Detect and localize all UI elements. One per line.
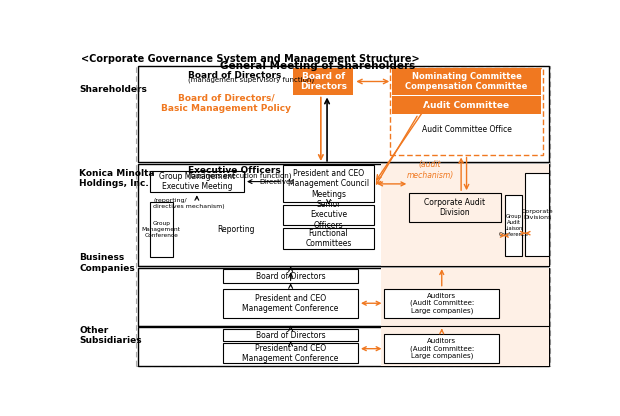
Text: Senior
Executive
Officers: Senior Executive Officers (310, 200, 347, 230)
Bar (149, 202, 173, 257)
Bar (223, 342, 358, 363)
Text: Directives: Directives (260, 178, 294, 185)
Bar (138, 164, 549, 266)
Text: Business
Companies: Business Companies (79, 253, 135, 272)
Text: Group
Management
Conference: Group Management Conference (142, 221, 180, 238)
Text: (reporting/
directives mechanism): (reporting/ directives mechanism) (153, 198, 225, 208)
Bar (392, 68, 541, 94)
Bar (223, 289, 358, 318)
Bar (381, 327, 549, 366)
Bar (392, 96, 541, 114)
Bar (138, 327, 549, 366)
Text: Functional
Committees: Functional Committees (306, 229, 352, 248)
Text: Other
Subsidiaries: Other Subsidiaries (79, 326, 142, 345)
Text: Board of Directors: Board of Directors (256, 331, 326, 340)
Text: General Meeting of Shareholders: General Meeting of Shareholders (220, 62, 415, 72)
Text: President and CEO
Management Conference: President and CEO Management Conference (242, 344, 339, 363)
Text: (management supervisory function): (management supervisory function) (187, 77, 314, 83)
Text: Audit Committee: Audit Committee (423, 101, 510, 110)
Text: Corporate
Divisions: Corporate Divisions (521, 209, 553, 220)
Text: Auditors
(Audit Committee:
Large companies): Auditors (Audit Committee: Large compani… (410, 293, 474, 314)
Text: Group Management
Executive Meeting: Group Management Executive Meeting (159, 172, 235, 191)
Text: (audit
mechanism): (audit mechanism) (407, 160, 454, 180)
Bar (223, 270, 358, 283)
Text: Board of Directors/
Basic Management Policy: Board of Directors/ Basic Management Pol… (161, 93, 291, 113)
Bar (293, 68, 353, 94)
Text: Group
Audit
Liaison
Conference: Group Audit Liaison Conference (498, 214, 529, 237)
Text: Shareholders: Shareholders (79, 85, 147, 94)
Text: Executive Officers: Executive Officers (187, 166, 280, 175)
Bar (384, 334, 499, 363)
Text: Board of
Directors: Board of Directors (299, 72, 347, 91)
Bar (138, 66, 549, 162)
Bar (283, 205, 374, 225)
Text: Auditors
(Audit Committee:
Large companies): Auditors (Audit Committee: Large compani… (410, 338, 474, 359)
Bar (381, 164, 549, 266)
Text: Board of Directors: Board of Directors (187, 71, 281, 80)
Text: President and CEO
Management Conference: President and CEO Management Conference (242, 294, 339, 313)
Bar (384, 289, 499, 318)
Text: Konica Minolta
Holdings, Inc.: Konica Minolta Holdings, Inc. (79, 168, 154, 188)
Bar (409, 193, 501, 223)
Bar (136, 66, 551, 366)
Bar (283, 228, 374, 249)
Text: Nominating Committee
Compensation Committee: Nominating Committee Compensation Commit… (405, 72, 528, 91)
Text: Reporting: Reporting (217, 225, 254, 234)
Bar (138, 268, 549, 326)
Bar (283, 166, 374, 202)
Bar (505, 195, 522, 256)
Text: Board of Directors: Board of Directors (256, 272, 326, 281)
Bar (149, 171, 244, 192)
Bar (381, 268, 549, 326)
Bar (390, 68, 543, 155)
Text: (business execution function): (business execution function) (187, 172, 291, 179)
Bar (223, 329, 358, 341)
Text: President and CEO
Management Council
Meetings: President and CEO Management Council Mee… (288, 169, 369, 199)
Text: Corporate Audit
Division: Corporate Audit Division (424, 198, 485, 218)
Text: <Corporate Governance System and Management Structure>: <Corporate Governance System and Managem… (81, 54, 420, 64)
Bar (526, 173, 549, 256)
Text: Audit Committee Office: Audit Committee Office (422, 126, 512, 134)
